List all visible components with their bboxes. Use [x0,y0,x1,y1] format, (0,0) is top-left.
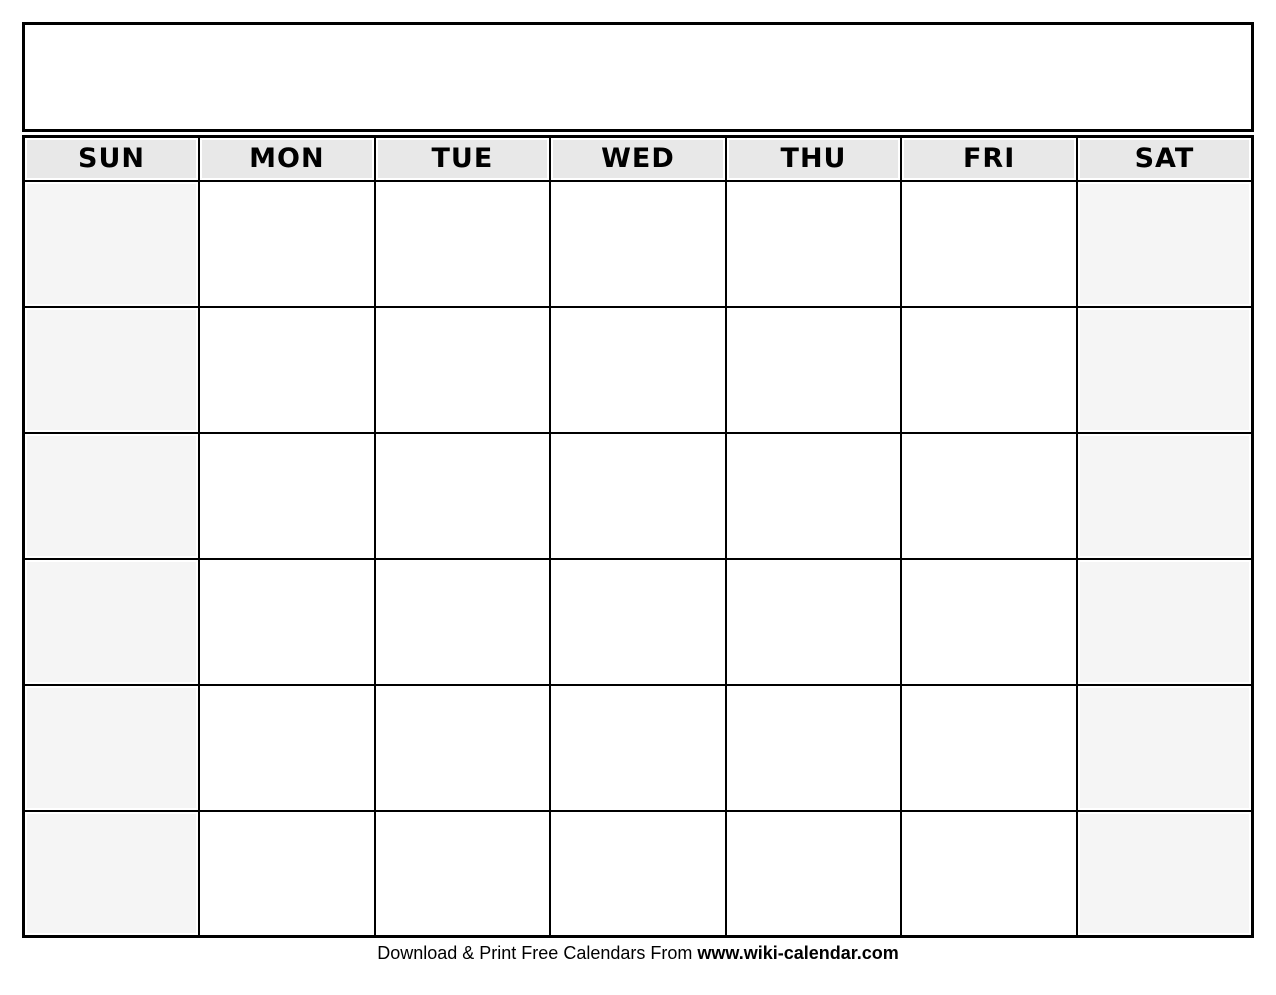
day-cell [198,305,376,434]
day-cell [1075,305,1254,434]
weekday-header-thu: THU [724,135,903,182]
day-cell [724,809,903,938]
calendar-body [22,179,1254,938]
footer-site-url: www.wiki-calendar.com [697,943,899,963]
weekday-header-row: SUN MON TUE WED THU FRI SAT [22,135,1254,182]
day-cell [900,305,1078,434]
day-cell [22,431,201,560]
day-cell [373,305,552,434]
footer-credit: Download & Print Free Calendars From www… [22,943,1254,964]
day-cell [549,683,727,812]
day-cell [724,305,903,434]
day-cell [373,557,552,686]
day-cell [900,557,1078,686]
day-cell [373,809,552,938]
day-cell [373,683,552,812]
day-cell [900,683,1078,812]
day-cell [22,557,201,686]
day-cell [1075,683,1254,812]
calendar-grid: SUN MON TUE WED THU FRI SAT [22,135,1254,938]
week-row [22,809,1254,938]
weekday-header-tue: TUE [373,135,552,182]
day-cell [198,431,376,560]
day-cell [900,809,1078,938]
day-cell [549,557,727,686]
day-cell [1075,557,1254,686]
day-cell [900,179,1078,308]
day-cell [1075,431,1254,560]
day-cell [198,557,376,686]
weekday-header-sun: SUN [22,135,201,182]
day-cell [549,431,727,560]
day-cell [198,683,376,812]
day-cell [900,431,1078,560]
day-cell [22,179,201,308]
week-row [22,305,1254,434]
day-cell [549,305,727,434]
footer-credit-text: Download & Print Free Calendars From [377,943,698,963]
calendar-page: SUN MON TUE WED THU FRI SAT Download & P… [22,22,1254,964]
week-row [22,557,1254,686]
day-cell [1075,179,1254,308]
weekday-header-fri: FRI [900,135,1078,182]
weekday-header-mon: MON [198,135,376,182]
day-cell [724,179,903,308]
day-cell [22,305,201,434]
day-cell [22,809,201,938]
day-cell [373,179,552,308]
day-cell [724,683,903,812]
weekday-header-sat: SAT [1075,135,1254,182]
day-cell [198,809,376,938]
day-cell [724,557,903,686]
day-cell [549,179,727,308]
day-cell [373,431,552,560]
day-cell [198,179,376,308]
day-cell [1075,809,1254,938]
week-row [22,431,1254,560]
week-row [22,179,1254,308]
weekday-header-wed: WED [549,135,727,182]
calendar-title-box [22,22,1254,132]
day-cell [724,431,903,560]
week-row [22,683,1254,812]
day-cell [549,809,727,938]
day-cell [22,683,201,812]
